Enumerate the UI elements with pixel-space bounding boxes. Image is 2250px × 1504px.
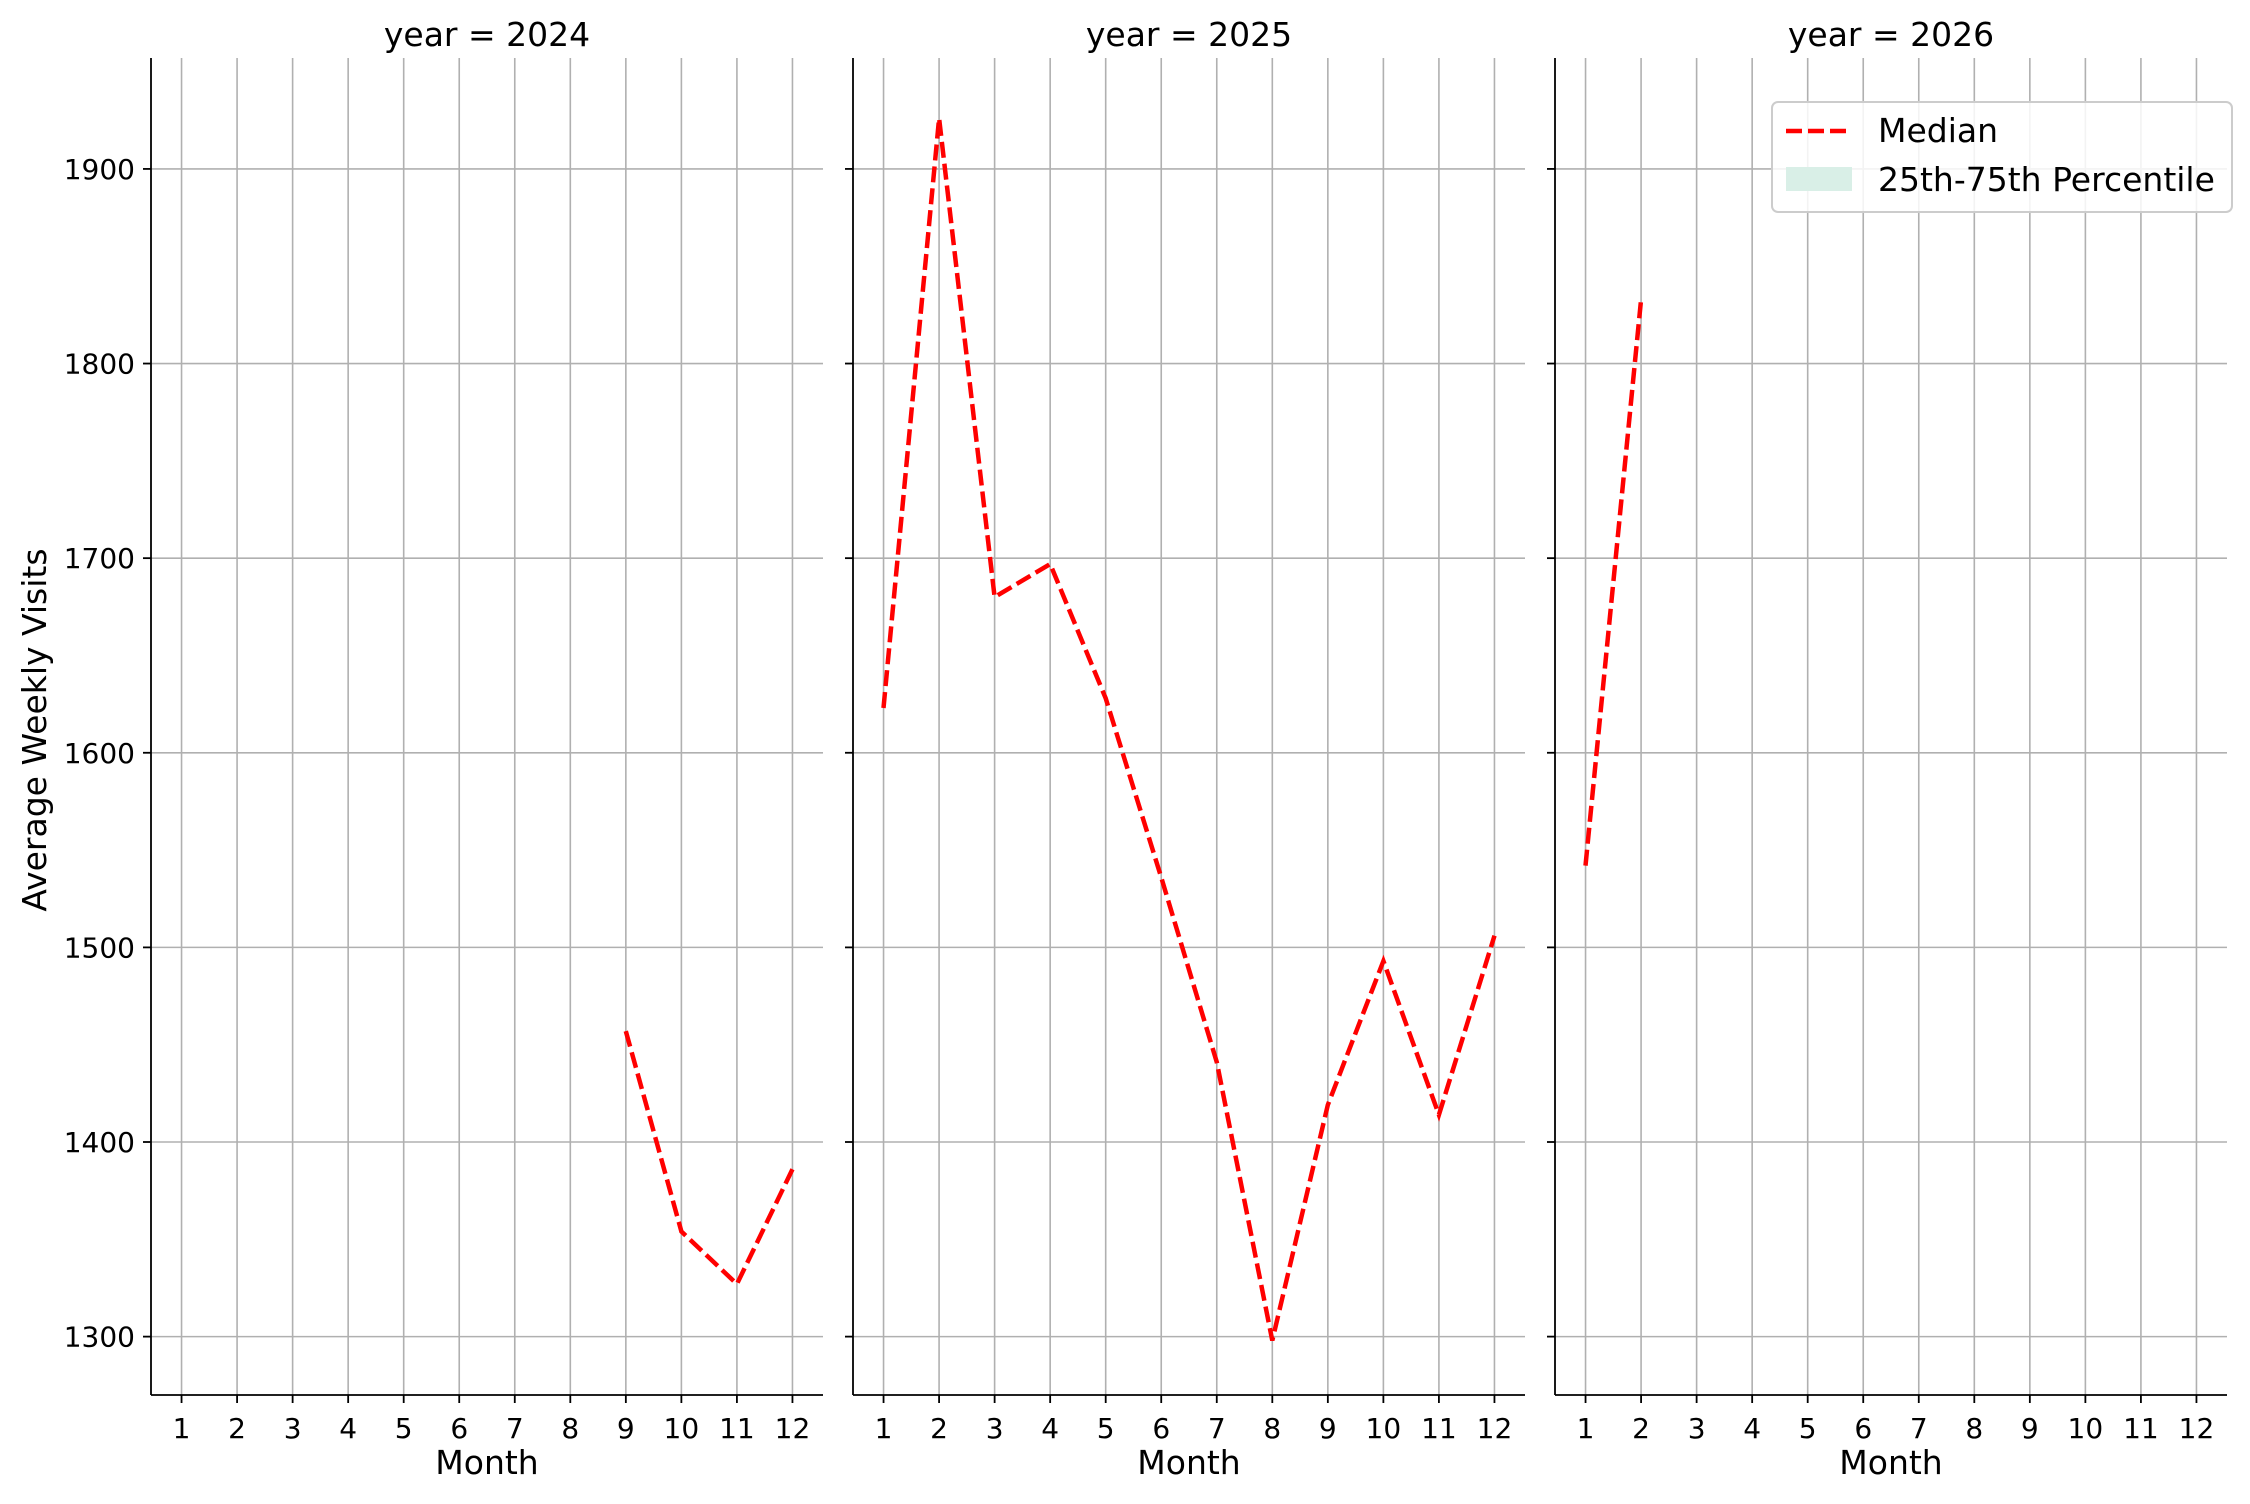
- x-tick-label: 1: [1577, 1412, 1595, 1445]
- x-tick-label: 11: [719, 1412, 755, 1445]
- median-line: [884, 118, 1495, 1340]
- x-tick-label: 4: [1743, 1412, 1761, 1445]
- x-axis-title: Month: [1839, 1443, 1942, 1482]
- x-axis-title: Month: [435, 1443, 538, 1482]
- legend-median-label: Median: [1878, 111, 1998, 150]
- y-tick-label: 1300: [64, 1321, 135, 1354]
- x-tick-label: 6: [1854, 1412, 1872, 1445]
- x-tick-label: 7: [1910, 1412, 1928, 1445]
- x-tick-label: 7: [1208, 1412, 1226, 1445]
- x-tick-label: 8: [561, 1412, 579, 1445]
- legend-percentile-swatch: [1786, 167, 1852, 191]
- x-tick-label: 4: [339, 1412, 357, 1445]
- x-tick-label: 2: [930, 1412, 948, 1445]
- x-tick-label: 12: [775, 1412, 811, 1445]
- x-tick-label: 7: [506, 1412, 524, 1445]
- x-tick-label: 1: [875, 1412, 893, 1445]
- x-tick-label: 2: [228, 1412, 246, 1445]
- y-tick-label: 1700: [64, 542, 135, 575]
- median-line: [626, 1031, 793, 1284]
- legend-percentile-label: 25th-75th Percentile: [1878, 160, 2215, 199]
- x-tick-label: 6: [1152, 1412, 1170, 1445]
- x-tick-label: 5: [1097, 1412, 1115, 1445]
- x-tick-label: 5: [395, 1412, 413, 1445]
- x-tick-label: 8: [1965, 1412, 1983, 1445]
- x-tick-label: 4: [1041, 1412, 1059, 1445]
- x-tick-label: 1: [173, 1412, 191, 1445]
- panel-title: year = 2026: [1788, 15, 1994, 54]
- legend: Median 25th-75th Percentile: [1772, 102, 2232, 212]
- y-tick-label: 1900: [64, 153, 135, 186]
- x-tick-label: 3: [986, 1412, 1004, 1445]
- x-tick-label: 10: [664, 1412, 700, 1445]
- x-tick-label: 9: [1319, 1412, 1337, 1445]
- panel-title: year = 2024: [384, 15, 590, 54]
- x-tick-label: 9: [2021, 1412, 2039, 1445]
- x-tick-label: 2: [1632, 1412, 1650, 1445]
- x-tick-label: 9: [617, 1412, 635, 1445]
- x-tick-label: 3: [1688, 1412, 1706, 1445]
- y-axis-title: Average Weekly Visits: [15, 548, 54, 911]
- x-tick-label: 8: [1263, 1412, 1281, 1445]
- panel-title: year = 2025: [1086, 15, 1292, 54]
- x-tick-label: 6: [450, 1412, 468, 1445]
- y-tick-label: 1500: [64, 931, 135, 964]
- median-line: [1586, 299, 1642, 865]
- y-tick-label: 1800: [64, 348, 135, 381]
- x-tick-label: 12: [2179, 1412, 2215, 1445]
- y-tick-label: 1400: [64, 1126, 135, 1159]
- x-tick-label: 5: [1799, 1412, 1817, 1445]
- x-tick-label: 10: [2068, 1412, 2104, 1445]
- x-tick-label: 10: [1366, 1412, 1402, 1445]
- x-tick-label: 3: [284, 1412, 302, 1445]
- x-axis-title: Month: [1137, 1443, 1240, 1482]
- x-tick-label: 12: [1477, 1412, 1513, 1445]
- x-tick-label: 11: [1421, 1412, 1457, 1445]
- y-tick-label: 1600: [64, 737, 135, 770]
- x-tick-label: 11: [2123, 1412, 2159, 1445]
